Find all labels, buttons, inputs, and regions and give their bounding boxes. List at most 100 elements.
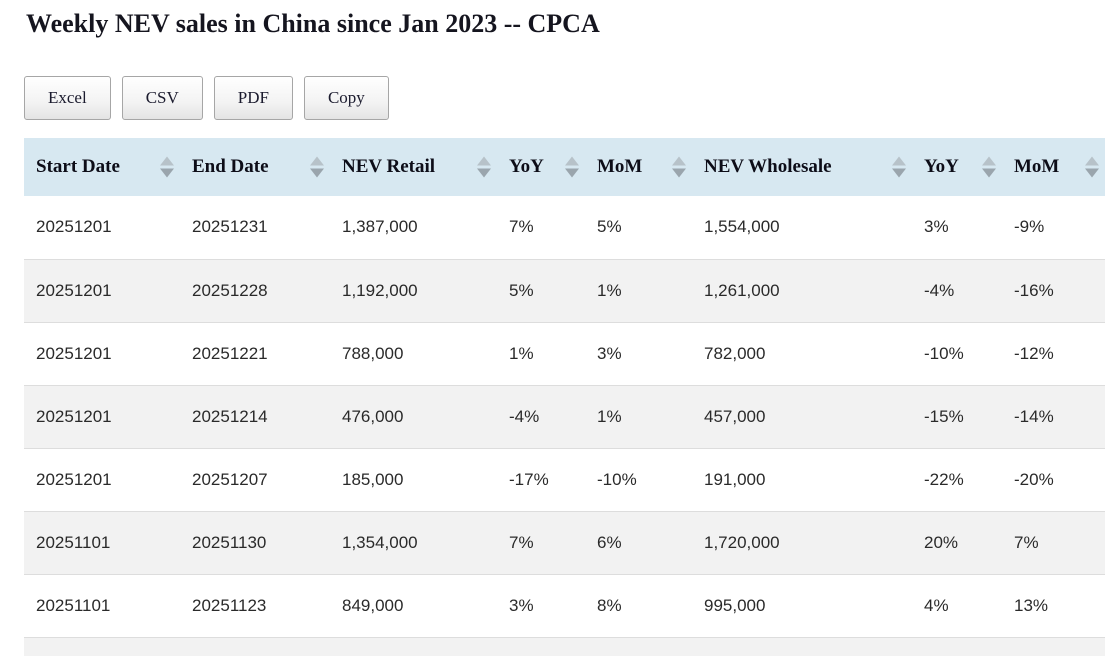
column-header-nev-retail[interactable]: NEV Retail bbox=[330, 138, 497, 196]
column-header-label: MoM bbox=[597, 156, 643, 177]
cell-yoy_wholesale: -4% bbox=[924, 280, 955, 300]
column-header-end-date[interactable]: End Date bbox=[180, 138, 330, 196]
cell-start_date: 20251201 bbox=[36, 217, 112, 237]
cell-mom_retail: 3% bbox=[597, 343, 622, 363]
cell-empty bbox=[912, 637, 1002, 656]
cell-nev_retail: 1,354,000 bbox=[342, 532, 418, 552]
table-row: 20251201 20251214 476,000 -4% 1% 457,000 -15% -… bbox=[24, 385, 1105, 448]
table-row: 20251201 20251221 788,000 1% 3% 782,000 -10% -1… bbox=[24, 322, 1105, 385]
cell-nev_wholesale: 995,000 bbox=[704, 595, 766, 615]
cell-yoy_retail: 3% bbox=[509, 595, 534, 615]
cell-yoy_wholesale: -10% bbox=[924, 343, 964, 363]
header-row: Start Date End Date NEV Retail YoY MoM bbox=[24, 138, 1105, 196]
cell-nev_wholesale: 1,554,000 bbox=[704, 217, 780, 237]
column-header-label: NEV Retail bbox=[342, 156, 436, 177]
table-row: 20251101 20251123 849,000 3% 8% 995,000 4% 13% bbox=[24, 574, 1105, 637]
cell-nev_wholesale: 1,261,000 bbox=[704, 280, 780, 300]
column-header-label: YoY bbox=[924, 156, 959, 177]
cell-empty bbox=[180, 637, 330, 656]
cell-empty bbox=[330, 637, 497, 656]
cell-start_date: 20251201 bbox=[36, 343, 112, 363]
cell-nev_wholesale: 782,000 bbox=[704, 343, 766, 363]
table-row: 20251201 20251207 185,000 -17% -10% 191,000 -2… bbox=[24, 448, 1105, 511]
cell-end_date: 20251214 bbox=[192, 406, 268, 426]
nev-sales-table: Start Date End Date NEV Retail YoY MoM bbox=[24, 138, 1105, 656]
excel-button[interactable]: Excel bbox=[24, 76, 111, 120]
column-header-mom-retail[interactable]: MoM bbox=[585, 138, 692, 196]
cell-mom_retail: -10% bbox=[597, 469, 637, 489]
sort-icons bbox=[892, 156, 906, 178]
cell-mom_wholesale: -9% bbox=[1014, 217, 1045, 237]
column-header-label: NEV Wholesale bbox=[704, 156, 832, 177]
cell-nev_retail: 849,000 bbox=[342, 595, 404, 615]
sort-icons bbox=[160, 156, 174, 178]
cell-yoy_retail: -17% bbox=[509, 469, 549, 489]
export-toolbar: Excel CSV PDF Copy bbox=[24, 76, 1120, 121]
cell-mom_wholesale: 7% bbox=[1014, 532, 1039, 552]
cell-yoy_retail: 7% bbox=[509, 217, 534, 237]
sort-desc-icon bbox=[982, 168, 996, 178]
cell-end_date: 20251231 bbox=[192, 217, 268, 237]
cell-mom_wholesale: 13% bbox=[1014, 595, 1049, 615]
sort-desc-icon bbox=[892, 168, 906, 178]
cell-end_date: 20251228 bbox=[192, 280, 268, 300]
cell-yoy_retail: -4% bbox=[509, 406, 540, 426]
cell-start_date: 20251201 bbox=[36, 280, 112, 300]
cell-empty bbox=[585, 637, 692, 656]
cell-start_date: 20251201 bbox=[36, 406, 112, 426]
sort-icons bbox=[672, 156, 686, 178]
cell-empty bbox=[497, 637, 585, 656]
column-header-nev-wholesale[interactable]: NEV Wholesale bbox=[692, 138, 912, 196]
sort-asc-icon bbox=[310, 156, 324, 166]
table-row: 20251101 20251130 1,354,000 7% 6% 1,720,000 20… bbox=[24, 511, 1105, 574]
column-header-mom-wholesale[interactable]: MoM bbox=[1002, 138, 1105, 196]
pdf-button[interactable]: PDF bbox=[213, 76, 293, 120]
sort-desc-icon bbox=[310, 168, 324, 178]
cell-mom_retail: 8% bbox=[597, 595, 622, 615]
cell-empty bbox=[1002, 637, 1105, 656]
cell-end_date: 20251130 bbox=[192, 532, 267, 552]
sort-icons bbox=[565, 156, 579, 178]
cell-yoy_retail: 1% bbox=[509, 343, 534, 363]
cell-yoy_wholesale: 4% bbox=[924, 595, 949, 615]
column-header-start-date[interactable]: Start Date bbox=[24, 138, 180, 196]
sort-icons bbox=[310, 156, 324, 178]
sort-desc-icon bbox=[565, 168, 579, 178]
cell-yoy_wholesale: 20% bbox=[924, 532, 959, 552]
cell-nev_retail: 185,000 bbox=[342, 469, 404, 489]
cell-nev_wholesale: 191,000 bbox=[704, 469, 766, 489]
cell-mom_wholesale: -20% bbox=[1014, 469, 1054, 489]
column-header-yoy-wholesale[interactable]: YoY bbox=[912, 138, 1002, 196]
cell-yoy_wholesale: -22% bbox=[924, 469, 964, 489]
cell-nev_retail: 788,000 bbox=[342, 343, 404, 363]
sort-desc-icon bbox=[160, 168, 174, 178]
copy-button[interactable]: Copy bbox=[303, 76, 389, 120]
sort-asc-icon bbox=[160, 156, 174, 166]
cell-mom_retail: 1% bbox=[597, 406, 622, 426]
cell-mom_retail: 5% bbox=[597, 217, 622, 237]
page-title: Weekly NEV sales in China since Jan 2023… bbox=[26, 9, 600, 38]
sort-asc-icon bbox=[672, 156, 686, 166]
cell-mom_wholesale: -12% bbox=[1014, 343, 1054, 363]
sort-desc-icon bbox=[477, 168, 491, 178]
sort-icons bbox=[982, 156, 996, 178]
sort-asc-icon bbox=[982, 156, 996, 166]
sort-asc-icon bbox=[565, 156, 579, 166]
csv-button[interactable]: CSV bbox=[121, 76, 203, 120]
sort-desc-icon bbox=[672, 168, 686, 178]
column-header-yoy-retail[interactable]: YoY bbox=[497, 138, 585, 196]
sort-desc-icon bbox=[1085, 168, 1099, 178]
column-header-label: Start Date bbox=[36, 156, 120, 177]
cell-nev_retail: 476,000 bbox=[342, 406, 404, 426]
column-header-label: YoY bbox=[509, 156, 544, 177]
cell-mom_wholesale: -14% bbox=[1014, 406, 1054, 426]
cell-nev_wholesale: 457,000 bbox=[704, 406, 766, 426]
sort-icons bbox=[1085, 156, 1099, 178]
sort-icons bbox=[477, 156, 491, 178]
cell-mom_retail: 1% bbox=[597, 280, 622, 300]
table-row: 20251201 20251231 1,387,000 7% 5% 1,554,000 3%… bbox=[24, 196, 1105, 259]
sort-asc-icon bbox=[477, 156, 491, 166]
cell-yoy_retail: 5% bbox=[509, 280, 534, 300]
cell-end_date: 20251123 bbox=[192, 595, 267, 615]
